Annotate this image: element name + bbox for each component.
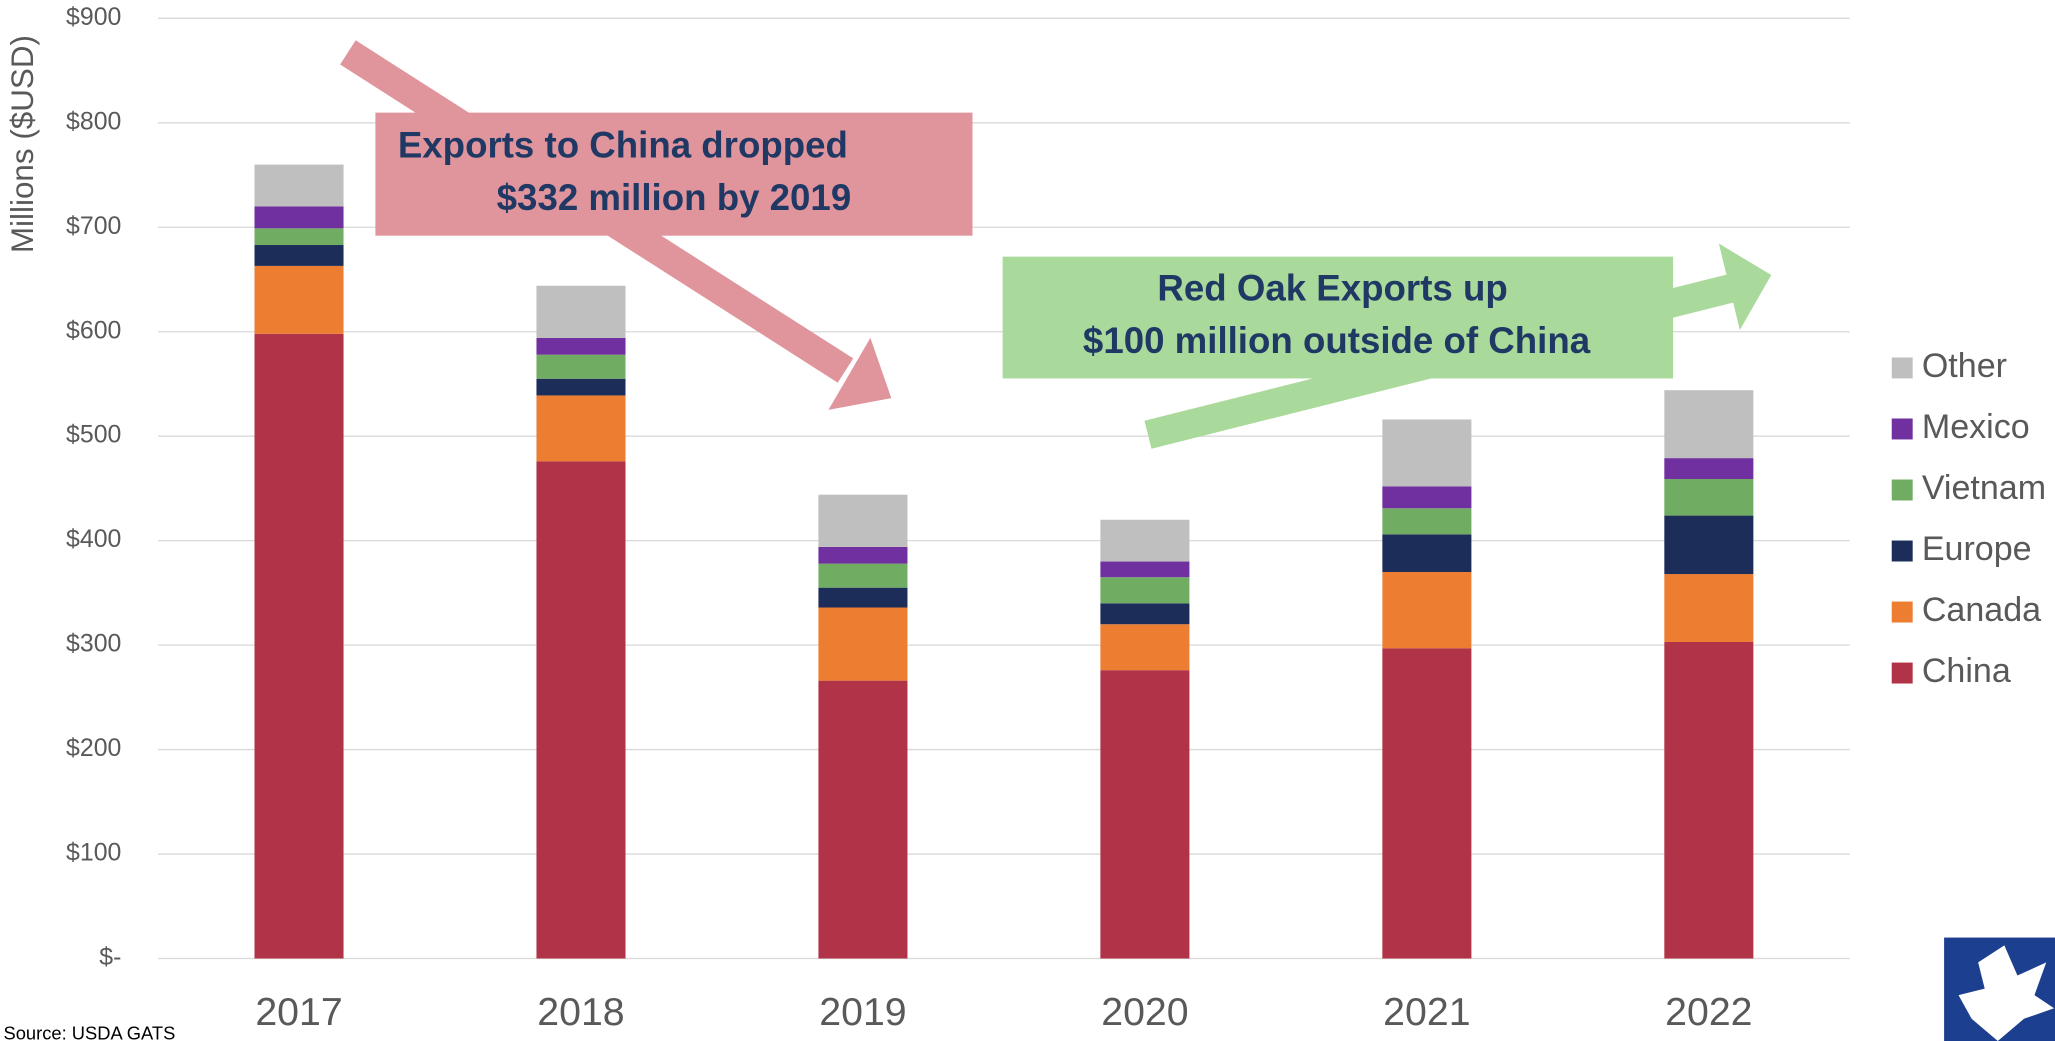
bar-segment [254, 228, 344, 246]
bar-segment [254, 206, 344, 229]
bar-segment [1100, 670, 1190, 959]
arrow-head [1718, 243, 1772, 330]
legend-swatch [1891, 662, 1913, 684]
bar-segment [1100, 603, 1190, 625]
bar-segment [254, 164, 344, 207]
bars: 2017 2018 2019 2020 2021 2022 [254, 164, 1754, 1034]
bar-segment [536, 395, 626, 462]
bar-segment [536, 461, 626, 959]
x-tick-label: 2021 [1383, 990, 1470, 1034]
x-tick-label: 2019 [819, 990, 906, 1034]
bar-segment [818, 607, 908, 681]
arrow-head [828, 337, 892, 410]
callout-text: $332 million by 2019 [497, 177, 852, 218]
bar-segment [536, 285, 626, 338]
bar-segment [1100, 561, 1190, 578]
y-tick-label: $500 [66, 421, 121, 449]
bar-segment [536, 337, 626, 355]
x-tick-label: 2022 [1665, 990, 1752, 1034]
bar-segment [818, 546, 908, 564]
bar-segment [1382, 419, 1472, 487]
callout-box [375, 112, 973, 236]
bar-segment [818, 587, 908, 608]
callout-box [1002, 256, 1674, 379]
x-tick-label: 2020 [1101, 990, 1188, 1034]
logo-leaf [1958, 945, 2055, 1041]
bar-segment [1382, 534, 1472, 572]
bar-segment [1382, 486, 1472, 509]
bar-segment [254, 245, 344, 266]
legend-swatch [1891, 601, 1913, 623]
source: Source: USDA GATS [4, 1022, 176, 1041]
bar-segment [536, 354, 626, 379]
bar-segment [818, 563, 908, 588]
bar-segment [1100, 519, 1190, 562]
x-tick-label: 2018 [537, 990, 624, 1034]
callout-text: Exports to China dropped [398, 125, 848, 166]
logo [1944, 937, 2055, 1041]
y-tick-label: $100 [66, 839, 121, 867]
bar-segment [1100, 577, 1190, 604]
legend-label: Other [1922, 347, 2007, 385]
bar-segment [1664, 390, 1754, 459]
y-tick-label: $600 [66, 316, 121, 344]
legend-swatch [1891, 479, 1913, 501]
legend-label: China [1922, 652, 2011, 690]
y-tick-label: $800 [66, 107, 121, 135]
y-tick-label: $200 [66, 734, 121, 762]
callout-text: $100 million outside of China [1083, 320, 1591, 361]
legend-swatch [1891, 540, 1913, 562]
y-tick-label: $900 [66, 3, 121, 31]
legend-label: Canada [1922, 591, 2041, 629]
x-tick-label: 2017 [255, 990, 342, 1034]
legend-swatch [1891, 357, 1913, 379]
legend-swatch [1891, 418, 1913, 440]
bar-segment [1100, 624, 1190, 671]
bar-segment [1382, 508, 1472, 535]
bar-segment [818, 680, 908, 959]
bar-segment [1664, 458, 1754, 480]
y-tick-label: $400 [66, 525, 121, 553]
bar-segment [1664, 479, 1754, 516]
bar-segment [1382, 571, 1472, 649]
bar-segment [818, 494, 908, 547]
y-tick-label: $- [99, 943, 121, 971]
callout-text: Red Oak Exports up [1157, 267, 1507, 308]
bar-segment [254, 265, 344, 334]
legend-label: Europe [1922, 530, 2032, 568]
y-axis-label: Millions ($USD) [5, 35, 40, 253]
bar-segment [254, 333, 344, 959]
grid: $- $100 $200 $300 $400 $500 $600 $700 $800 $900 [66, 3, 1850, 971]
legend-label: Mexico [1922, 408, 2030, 446]
bar-segment [1664, 641, 1754, 959]
bar-segment [536, 378, 626, 396]
y-tick-label: $700 [66, 212, 121, 240]
y-tick-label: $300 [66, 630, 121, 658]
bar-segment [1382, 648, 1472, 959]
bar-segment [1664, 515, 1754, 575]
bar-segment [1664, 574, 1754, 642]
legend-label: Vietnam [1922, 469, 2046, 507]
